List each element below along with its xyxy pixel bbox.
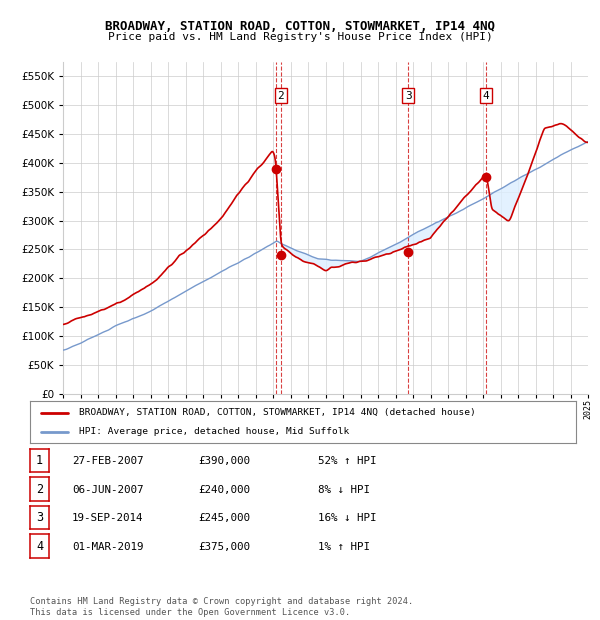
Text: 16% ↓ HPI: 16% ↓ HPI [318,513,377,523]
Text: 06-JUN-2007: 06-JUN-2007 [72,485,143,495]
Text: 01-MAR-2019: 01-MAR-2019 [72,542,143,552]
Text: Contains HM Land Registry data © Crown copyright and database right 2024.: Contains HM Land Registry data © Crown c… [30,597,413,606]
Text: 1% ↑ HPI: 1% ↑ HPI [318,542,370,552]
Text: 3: 3 [405,91,412,100]
Text: BROADWAY, STATION ROAD, COTTON, STOWMARKET, IP14 4NQ: BROADWAY, STATION ROAD, COTTON, STOWMARK… [105,20,495,33]
Text: BROADWAY, STATION ROAD, COTTON, STOWMARKET, IP14 4NQ (detached house): BROADWAY, STATION ROAD, COTTON, STOWMARK… [79,408,476,417]
Text: HPI: Average price, detached house, Mid Suffolk: HPI: Average price, detached house, Mid … [79,427,349,436]
Text: 19-SEP-2014: 19-SEP-2014 [72,513,143,523]
Text: 2: 2 [277,91,284,100]
Text: Price paid vs. HM Land Registry's House Price Index (HPI): Price paid vs. HM Land Registry's House … [107,32,493,42]
Text: £375,000: £375,000 [198,542,250,552]
Text: 8% ↓ HPI: 8% ↓ HPI [318,485,370,495]
Text: £390,000: £390,000 [198,456,250,466]
Text: 27-FEB-2007: 27-FEB-2007 [72,456,143,466]
Text: £240,000: £240,000 [198,485,250,495]
Text: 4: 4 [482,91,490,100]
Text: 52% ↑ HPI: 52% ↑ HPI [318,456,377,466]
Text: 3: 3 [36,512,43,524]
Text: 4: 4 [36,540,43,552]
Text: 2: 2 [36,483,43,495]
Text: £245,000: £245,000 [198,513,250,523]
Text: 1: 1 [36,454,43,467]
Text: This data is licensed under the Open Government Licence v3.0.: This data is licensed under the Open Gov… [30,608,350,617]
